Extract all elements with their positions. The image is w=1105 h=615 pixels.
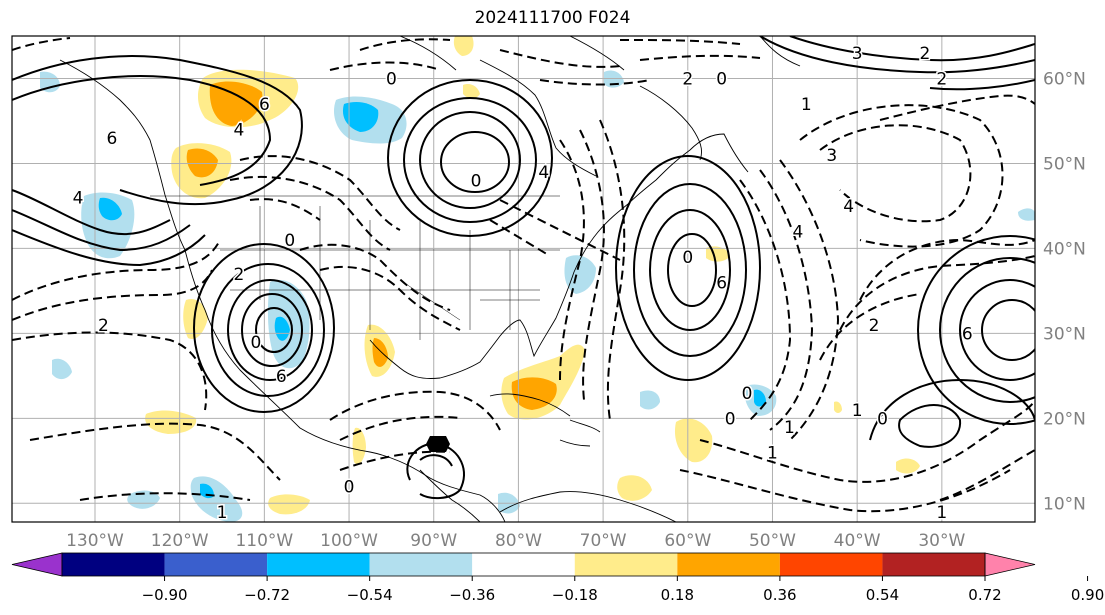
lon-tick-label: 100°W — [320, 531, 378, 551]
contour-label: 4 — [843, 197, 854, 217]
lon-tick-label: 120°W — [151, 531, 209, 551]
colorbar-segment — [164, 553, 268, 576]
contour-label: 0 — [284, 231, 295, 251]
colorbar-frame — [61, 552, 986, 577]
colorbar-segment — [62, 553, 165, 576]
colorbar-segment — [779, 553, 883, 576]
lat-tick-label: 50°N — [1043, 154, 1086, 174]
dashed-contours — [12, 37, 1035, 513]
contour-label: 1 — [801, 95, 812, 115]
gridlines — [12, 36, 1035, 522]
colorbar-tick-label: 0.90 — [1071, 586, 1104, 604]
colorbar-tick-label: −0.90 — [142, 586, 188, 604]
lat-tick-label: 60°N — [1043, 69, 1086, 89]
contour-label: 1 — [784, 418, 795, 438]
contour-label: 4 — [538, 163, 549, 183]
contour-label: 0 — [877, 409, 888, 429]
lat-tick-label: 10°N — [1043, 494, 1086, 514]
colorbar-segment — [369, 553, 473, 576]
contour-label: 6 — [259, 95, 270, 115]
contour-label: 6 — [276, 367, 287, 387]
contour-label: 0 — [386, 69, 397, 89]
contour-label: 3 — [826, 146, 837, 166]
latitude-labels: 60°N 50°N 40°N 30°N 20°N 10°N — [1043, 69, 1086, 514]
colorbar-tick-label: 0.18 — [661, 586, 694, 604]
colorbar-tick-label: 0.36 — [763, 586, 796, 604]
colorbar-segment — [267, 553, 370, 576]
colorbar-extend-low — [11, 552, 63, 577]
lat-tick-label: 40°N — [1043, 239, 1086, 259]
contour-label: 6 — [962, 324, 973, 344]
contour-label: 2 — [682, 69, 693, 89]
contour-label: 2 — [98, 316, 109, 336]
colorbar-segment — [882, 553, 985, 576]
contour-label: 1 — [217, 503, 228, 523]
contour-label: 4 — [73, 188, 84, 208]
colorbar: −0.90 −0.72 −0.54 −0.36 −0.18 0.18 0.36 0.54 0.7… — [11, 552, 1104, 604]
lon-tick-label: 70°W — [580, 531, 627, 551]
lon-tick-label: 110°W — [235, 531, 293, 551]
contour-label: 0 — [742, 384, 753, 404]
contour-label: 1 — [936, 503, 947, 523]
lat-tick-label: 20°N — [1043, 409, 1086, 429]
colorbar-segment — [574, 553, 678, 576]
contour-label: 6 — [716, 273, 727, 293]
contour-label: 3 — [852, 44, 863, 64]
colorbar-segment — [677, 553, 780, 576]
contour-label: 2 — [234, 265, 245, 285]
contour-label: 0 — [344, 477, 355, 497]
lon-tick-label: 80°W — [495, 531, 542, 551]
lon-tick-label: 90°W — [410, 531, 457, 551]
coastlines — [59, 36, 801, 522]
colorbar-tick-label: −0.54 — [347, 586, 393, 604]
colorbar-tick-label: 0.54 — [866, 586, 899, 604]
colorbar-tick-label: −0.18 — [552, 586, 598, 604]
lon-tick-label: 60°W — [664, 531, 711, 551]
contour-label: 0 — [682, 248, 693, 268]
lat-tick-label: 30°N — [1043, 324, 1086, 344]
lon-tick-label: 130°W — [66, 531, 124, 551]
contour-label: 0 — [250, 333, 261, 353]
contour-label: 2 — [869, 316, 880, 336]
longitude-labels: 130°W 120°W 110°W 100°W 90°W 80°W 70°W 60°W 50°W… — [66, 531, 965, 551]
feature-marker — [426, 436, 450, 452]
contour-label: 4 — [792, 222, 803, 242]
map-title: 2024111700 F024 — [474, 8, 631, 28]
contour-label: 2 — [919, 44, 930, 64]
contour-label: 6 — [107, 129, 118, 149]
contour-label: 0 — [725, 409, 736, 429]
contour-label: 0 — [471, 171, 482, 191]
contour-label: 1 — [767, 443, 778, 463]
contour-label: 4 — [234, 120, 245, 140]
contour-label: 1 — [852, 401, 863, 421]
lon-tick-label: 30°W — [918, 531, 965, 551]
solid-contours — [12, 36, 1035, 500]
lon-tick-label: 50°W — [749, 531, 796, 551]
map-background — [12, 36, 1035, 522]
colorbar-extend-high — [984, 552, 1036, 577]
colorbar-tick-label: −0.72 — [244, 586, 290, 604]
colorbar-segment — [472, 553, 575, 576]
lon-tick-label: 40°W — [834, 531, 881, 551]
colorbar-tick-label: −0.36 — [449, 586, 495, 604]
colorbar-tick-label: 0.72 — [968, 586, 1001, 604]
state-borders — [150, 195, 560, 340]
contour-label: 2 — [936, 69, 947, 89]
contour-label: 0 — [716, 69, 727, 89]
map-frame — [11, 35, 1036, 523]
